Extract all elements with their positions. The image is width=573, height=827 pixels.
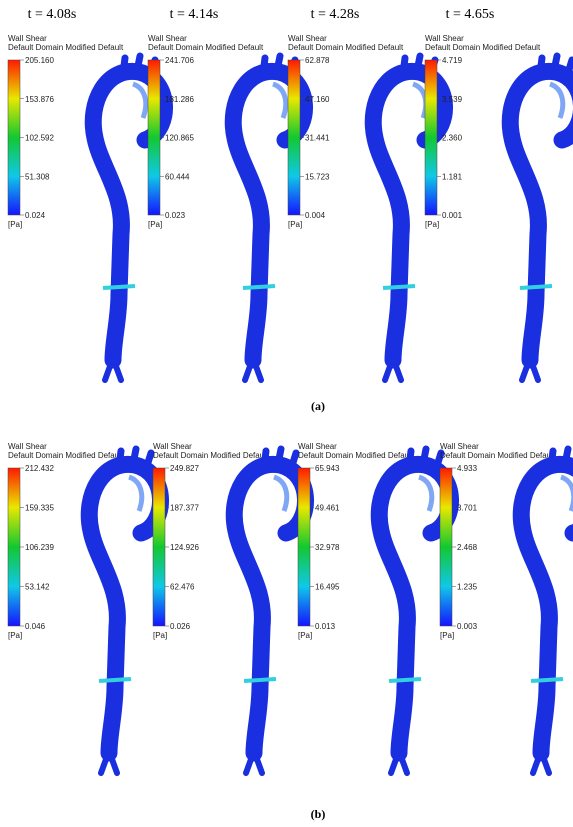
colorbar-tick-label: 51.308 [25, 172, 50, 181]
legend-subtitle: Default Domain Modified Default [8, 451, 124, 460]
colorbar [440, 468, 452, 626]
legend-subtitle: Default Domain Modified Default [153, 451, 269, 460]
panel-label: (b) [311, 807, 326, 821]
colorbar-tick-label: 249.827 [170, 464, 199, 473]
colorbar-tick-label: 16.495 [315, 583, 340, 592]
colorbar-tick-label: 124.926 [170, 543, 199, 552]
colorbar-tick-label: 0.001 [442, 211, 463, 220]
colorbar-tick-label: 0.026 [170, 622, 191, 631]
legend-unit: [Pa] [148, 220, 162, 229]
time-label: t = 4.14s [170, 7, 219, 22]
panel-label: (a) [311, 399, 325, 413]
colorbar-tick-label: 212.432 [25, 464, 54, 473]
colorbar [148, 60, 160, 215]
legend-title: Wall Shear [425, 34, 464, 43]
legend-title: Wall Shear [8, 442, 47, 451]
colorbar-tick-label: 187.377 [170, 504, 199, 513]
colorbar-tick-label: 49.461 [315, 504, 340, 513]
legend-unit: [Pa] [8, 631, 22, 640]
legend-subtitle: Default Domain Modified Default [288, 43, 404, 52]
colorbar [153, 468, 165, 626]
legend-unit: [Pa] [288, 220, 302, 229]
legend-subtitle: Default Domain Modified Default [298, 451, 414, 460]
legend-unit: [Pa] [298, 631, 312, 640]
aorta-model [234, 449, 305, 773]
colorbar-tick-label: 62.878 [305, 56, 330, 65]
colorbar-tick-label: 0.023 [165, 211, 186, 220]
legend-subtitle: Default Domain Modified Default [148, 43, 264, 52]
time-label: t = 4.65s [446, 7, 495, 22]
colorbar-tick-label: 102.592 [25, 134, 54, 143]
aorta-model [521, 449, 573, 773]
aorta-model [89, 449, 160, 773]
colorbar-tick-label: 0.013 [315, 622, 336, 631]
colorbar-tick-label: 120.865 [165, 134, 194, 143]
legend-title: Wall Shear [298, 442, 337, 451]
aorta-model [510, 56, 573, 380]
colorbar-tick-label: 3.701 [457, 504, 478, 513]
colorbar-tick-label: 2.468 [457, 543, 478, 552]
colorbar [288, 60, 300, 215]
colorbar-tick-label: 106.239 [25, 543, 54, 552]
colorbar-tick-label: 0.003 [457, 622, 478, 631]
legend-unit: [Pa] [8, 220, 22, 229]
colorbar-tick-label: 60.444 [165, 172, 190, 181]
colorbar [298, 468, 310, 626]
colorbar-tick-label: 65.943 [315, 464, 340, 473]
colorbar-tick-label: 47.160 [305, 95, 330, 104]
colorbar-tick-label: 0.046 [25, 622, 46, 631]
time-label: t = 4.08s [28, 7, 77, 22]
colorbar-tick-label: 15.723 [305, 172, 330, 181]
legend-title: Wall Shear [148, 34, 187, 43]
legend-subtitle: Default Domain Modified Default [425, 43, 541, 52]
legend-unit: [Pa] [425, 220, 439, 229]
colorbar [8, 468, 20, 626]
legend-subtitle: Default Domain Modified Default [8, 43, 124, 52]
legend-title: Wall Shear [8, 34, 47, 43]
colorbar-tick-label: 181.286 [165, 95, 194, 104]
colorbar-tick-label: 1.181 [442, 172, 463, 181]
colorbar [425, 60, 437, 215]
colorbar-tick-label: 0.004 [305, 211, 326, 220]
legend-unit: [Pa] [153, 631, 167, 640]
colorbar-tick-label: 32.978 [315, 543, 340, 552]
legend-title: Wall Shear [153, 442, 192, 451]
colorbar-tick-label: 4.719 [442, 56, 463, 65]
colorbar-tick-label: 159.335 [25, 504, 54, 513]
colorbar-tick-label: 0.024 [25, 211, 46, 220]
colorbar-tick-label: 153.876 [25, 95, 54, 104]
legend-subtitle: Default Domain Modified Default [440, 451, 556, 460]
legend-title: Wall Shear [288, 34, 327, 43]
colorbar-tick-label: 241.706 [165, 56, 194, 65]
time-label: t = 4.28s [311, 7, 360, 22]
colorbar-tick-label: 205.160 [25, 56, 54, 65]
legend-title: Wall Shear [440, 442, 479, 451]
figure: t = 4.08s t = 4.14s t = 4.28s t = 4.65s Wall… [0, 0, 573, 827]
legend-unit: [Pa] [440, 631, 454, 640]
colorbar-tick-label: 62.476 [170, 583, 195, 592]
colorbar-tick-label: 4.933 [457, 464, 478, 473]
colorbar-tick-label: 53.142 [25, 583, 50, 592]
colorbar-tick-label: 31.441 [305, 134, 330, 143]
colorbar-tick-label: 1.235 [457, 583, 478, 592]
colorbar-tick-label: 3.539 [442, 95, 463, 104]
colorbar [8, 60, 20, 215]
colorbar-tick-label: 2.360 [442, 134, 463, 143]
